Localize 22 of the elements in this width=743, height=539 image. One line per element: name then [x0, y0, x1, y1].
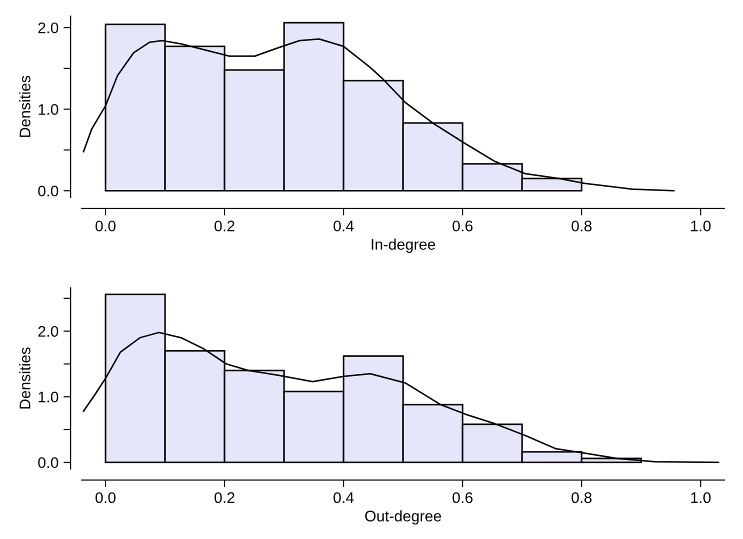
- x-tick-label: 0.8: [572, 492, 592, 504]
- x-tick-label: 0.6: [452, 220, 473, 232]
- y-tick-label: 2.0: [38, 22, 58, 34]
- y-tick-label: 2.0: [38, 326, 58, 337]
- y-axis-title: Densities: [19, 76, 30, 137]
- x-axis-title: In-degree: [372, 238, 436, 253]
- y-tick-label: 1.0: [38, 392, 58, 402]
- x-axis-title: Out-degree: [365, 510, 442, 524]
- y-tick-label: 0.0: [38, 186, 58, 196]
- x-tick-label: 0.4: [334, 492, 354, 504]
- x-tick-label: 1.0: [691, 492, 711, 504]
- x-tick-label: 0.0: [96, 220, 116, 232]
- y-axis-title: Densities: [19, 348, 30, 409]
- y-tick-label: 1.0: [38, 104, 58, 115]
- x-tick-label: 0.0: [96, 492, 116, 504]
- x-tick-label: 1.0: [691, 220, 711, 232]
- x-tick-label: 0.6: [452, 492, 473, 504]
- x-tick-label: 0.4: [334, 220, 354, 232]
- x-tick-label: 0.2: [214, 220, 234, 232]
- y-tick-label: 0.0: [38, 457, 58, 468]
- x-tick-label: 0.2: [214, 492, 234, 504]
- x-tick-label: 0.8: [572, 220, 592, 232]
